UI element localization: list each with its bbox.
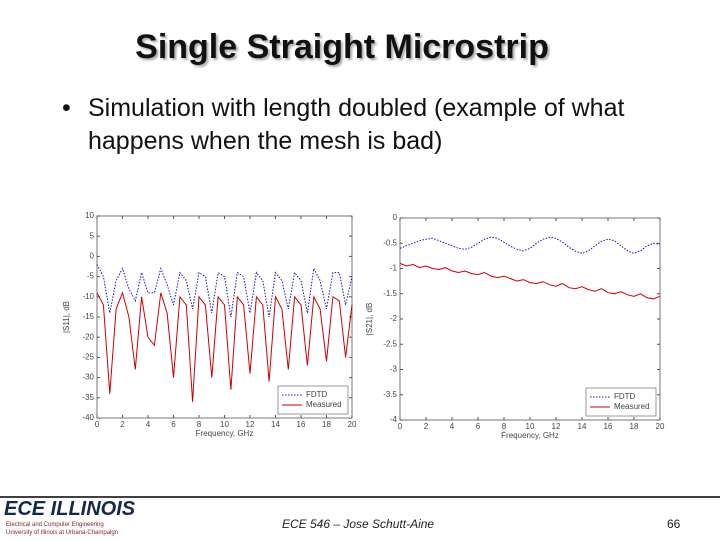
y-tick-label: -20 (82, 332, 94, 341)
series-line (96, 264, 353, 318)
y-tick-label: -25 (82, 353, 94, 362)
y-tick-label: -30 (82, 373, 94, 382)
x-tick-label: 16 (297, 420, 306, 429)
y-tick-label: -3.5 (383, 390, 397, 399)
x-tick-label: 0 (95, 420, 100, 429)
x-tick-label: 12 (246, 420, 255, 429)
legend-label: FDTD (306, 390, 328, 399)
series-line (399, 236, 661, 254)
y-tick-label: -10 (82, 292, 94, 301)
logo-line: University of Illinois at Urbana-Champai… (6, 530, 119, 536)
course: ECE 546 – Jose Schutt-Aine (282, 517, 435, 531)
y-axis-label: |S11|, dB (62, 301, 71, 333)
legend-label: Measured (306, 400, 342, 409)
y-tick-label: -15 (82, 312, 94, 321)
y-tick-label: -3 (390, 365, 398, 374)
x-tick-label: 4 (450, 422, 455, 431)
y-tick-label: 10 (85, 211, 94, 220)
y-axis-label: |S21|, dB (365, 303, 374, 336)
x-tick-label: 6 (476, 422, 481, 431)
bullet: Simulation with length doubled (example … (62, 92, 708, 158)
series-line (399, 262, 661, 300)
logo-line: Electrical and Computer Engineering (6, 522, 104, 528)
page-number: 66 (667, 517, 681, 531)
y-tick-label: -5 (87, 272, 95, 281)
y-tick-label: 0 (393, 213, 398, 222)
y-tick-label: -0.5 (383, 238, 397, 247)
x-axis-label: Frequency, GHz (501, 431, 559, 440)
legend-label: Measured (614, 402, 650, 411)
y-tick-label: 5 (90, 231, 95, 240)
x-tick-label: 18 (630, 422, 639, 431)
legend-box (277, 385, 349, 415)
y-tick-label: -2 (390, 314, 398, 323)
x-tick-label: 2 (424, 422, 429, 431)
y-tick-label: -40 (82, 413, 94, 422)
x-tick-label: 0 (398, 422, 403, 431)
x-tick-label: 14 (271, 420, 280, 429)
x-tick-label: 8 (502, 422, 507, 431)
x-tick-label: 18 (322, 420, 331, 429)
x-tick-label: 16 (604, 422, 613, 431)
x-tick-label: 4 (146, 420, 151, 429)
x-tick-label: 2 (120, 420, 125, 429)
x-tick-label: 20 (348, 420, 357, 429)
y-tick-label: -4 (390, 415, 398, 424)
x-axis-label: Frequency, GHz (196, 429, 254, 438)
series-line (96, 291, 353, 402)
legend-label: FDTD (614, 392, 636, 401)
y-tick-label: -1 (390, 264, 398, 273)
logo: ECE ILLINOIS (4, 498, 136, 520)
y-tick-label: -1.5 (383, 289, 397, 298)
x-tick-label: 10 (526, 422, 535, 431)
x-tick-label: 10 (220, 420, 229, 429)
y-tick-label: 0 (90, 252, 95, 261)
y-tick-label: -35 (82, 393, 94, 402)
x-tick-label: 6 (171, 420, 176, 429)
x-tick-label: 14 (578, 422, 587, 431)
slide-title: Single Straight Microstrip (135, 28, 549, 66)
y-tick-label: -2.5 (383, 339, 397, 348)
legend-box (585, 387, 657, 417)
x-tick-label: 20 (656, 422, 665, 431)
x-tick-label: 12 (552, 422, 561, 431)
x-tick-label: 8 (197, 420, 202, 429)
